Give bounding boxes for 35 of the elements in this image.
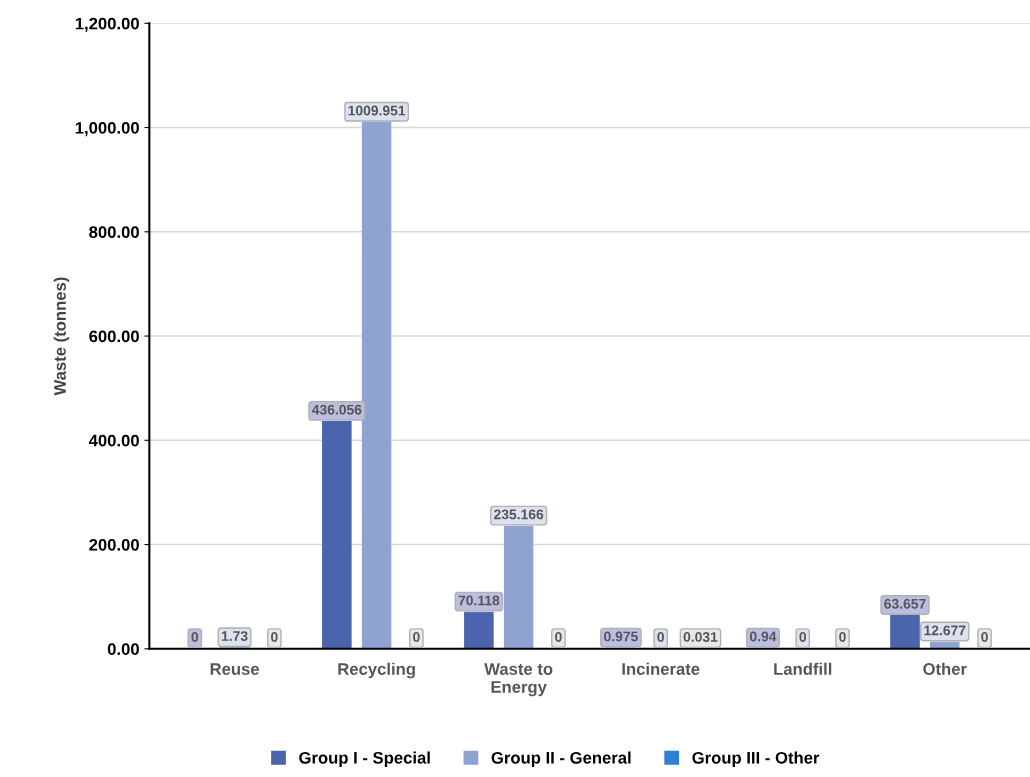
legend-label: Group III - Other bbox=[692, 751, 820, 767]
y-tick-label: 400.00 bbox=[88, 434, 139, 447]
data-label: 1009.951 bbox=[348, 105, 406, 116]
data-label: 0 bbox=[191, 632, 199, 642]
data-label: 0 bbox=[981, 632, 988, 642]
data-label: 63.657 bbox=[884, 598, 926, 609]
data-label: 0.975 bbox=[604, 631, 638, 642]
data-label: 0.94 bbox=[750, 631, 777, 642]
data-label: 0 bbox=[555, 632, 562, 642]
data-label: 0 bbox=[413, 632, 420, 642]
x-tick-label: Recycling bbox=[338, 662, 415, 679]
data-label: 0 bbox=[799, 632, 807, 642]
x-tick-label: Landfill bbox=[774, 662, 832, 675]
x-tick-label: Incinerate bbox=[622, 662, 700, 675]
data-label: 70.118 bbox=[458, 595, 500, 606]
y-tick-label: 600.00 bbox=[89, 330, 139, 343]
data-label: 0.031 bbox=[683, 632, 718, 642]
y-tick-label: 0.00 bbox=[107, 643, 139, 655]
y-tick-label: 200.00 bbox=[89, 538, 139, 551]
x-tick-label: Waste to Energy bbox=[484, 663, 553, 697]
data-label: 0 bbox=[839, 632, 846, 642]
legend-label: Group II - General bbox=[491, 751, 631, 767]
x-tick-label: Reuse bbox=[210, 663, 260, 675]
y-axis-title: Waste (tonnes) bbox=[53, 277, 70, 396]
y-tick-label: 800.00 bbox=[89, 226, 139, 239]
data-label: 12.677 bbox=[924, 625, 966, 636]
data-label: 1.73 bbox=[221, 631, 248, 641]
data-label: 235.166 bbox=[494, 509, 544, 520]
x-tick-label: Other bbox=[923, 662, 967, 675]
legend-label: Group I - Special bbox=[299, 751, 430, 767]
y-tick-label: 1,000.00 bbox=[75, 121, 139, 137]
y-tick-label: 1,200.00 bbox=[75, 17, 139, 32]
data-label: 0 bbox=[657, 632, 664, 642]
data-label: 436.056 bbox=[311, 404, 362, 415]
data-label: 0 bbox=[271, 632, 278, 642]
